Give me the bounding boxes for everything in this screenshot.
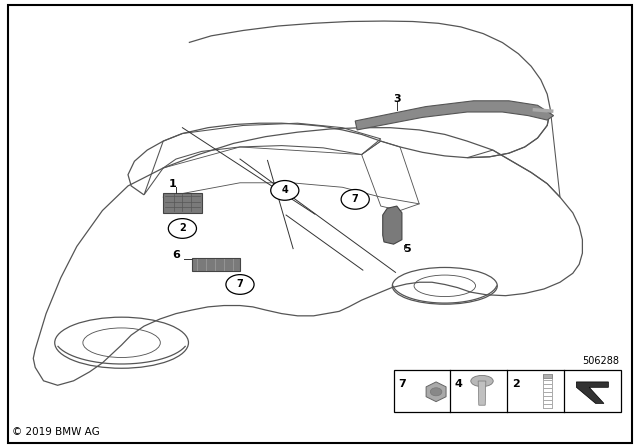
Polygon shape	[163, 193, 202, 213]
Polygon shape	[478, 381, 486, 405]
Circle shape	[168, 219, 196, 238]
Circle shape	[341, 190, 369, 209]
Text: 7: 7	[398, 379, 406, 389]
Text: 506288: 506288	[582, 357, 620, 366]
Text: 4: 4	[455, 379, 463, 389]
FancyBboxPatch shape	[394, 370, 621, 412]
Text: 7: 7	[237, 280, 243, 289]
Polygon shape	[192, 258, 240, 271]
Text: 3: 3	[393, 94, 401, 103]
Text: © 2019 BMW AG: © 2019 BMW AG	[12, 427, 99, 437]
Circle shape	[430, 388, 442, 396]
Polygon shape	[383, 206, 402, 244]
Polygon shape	[543, 374, 552, 378]
Circle shape	[226, 275, 254, 294]
Polygon shape	[426, 382, 446, 402]
Text: 2: 2	[179, 224, 186, 233]
Text: 7: 7	[352, 194, 358, 204]
Polygon shape	[577, 382, 609, 403]
Ellipse shape	[471, 375, 493, 387]
Text: 4: 4	[282, 185, 288, 195]
Text: 1: 1	[169, 179, 177, 189]
Circle shape	[271, 181, 299, 200]
Text: 2: 2	[512, 379, 520, 389]
Polygon shape	[355, 101, 554, 130]
Text: 6: 6	[172, 250, 180, 260]
Text: 5: 5	[403, 244, 411, 254]
